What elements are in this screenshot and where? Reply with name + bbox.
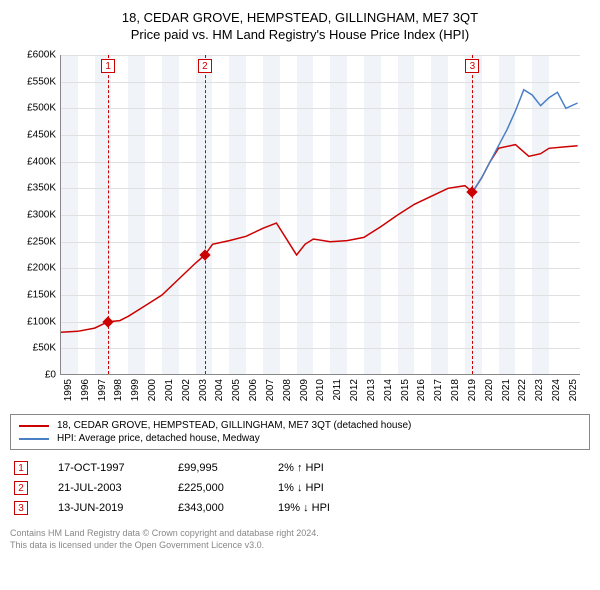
sale-price: £225,000 [178, 482, 248, 494]
y-tick-label: £600K [10, 50, 56, 61]
y-tick-label: £100K [10, 316, 56, 327]
x-tick-label: 2020 [484, 379, 495, 401]
chart-title-address: 18, CEDAR GROVE, HEMPSTEAD, GILLINGHAM, … [10, 10, 590, 25]
x-tick-label: 2003 [198, 379, 209, 401]
x-tick-label: 2004 [214, 379, 225, 401]
sale-row: 1 17-OCT-1997 £99,995 2% ↑ HPI [10, 458, 590, 478]
sale-price: £343,000 [178, 502, 248, 514]
x-tick-label: 2011 [332, 379, 343, 401]
y-tick-label: £400K [10, 156, 56, 167]
attribution-line2: This data is licensed under the Open Gov… [10, 540, 590, 552]
legend-swatch-blue [19, 438, 49, 440]
x-tick-label: 2022 [517, 379, 528, 401]
x-tick-label: 2019 [467, 379, 478, 401]
sale-date: 21-JUL-2003 [58, 482, 148, 494]
x-tick-label: 2007 [265, 379, 276, 401]
y-tick-label: £250K [10, 236, 56, 247]
sale-row: 2 21-JUL-2003 £225,000 1% ↓ HPI [10, 478, 590, 498]
series-blue-line [473, 90, 578, 192]
x-tick-label: 2010 [315, 379, 326, 401]
x-tick-label: 2023 [534, 379, 545, 401]
line-svg [61, 55, 581, 375]
x-tick-label: 2021 [501, 379, 512, 401]
legend: 18, CEDAR GROVE, HEMPSTEAD, GILLINGHAM, … [10, 414, 590, 450]
sale-num-box: 3 [14, 501, 28, 515]
sale-event-marker-box: 3 [465, 59, 479, 73]
y-tick-label: £200K [10, 263, 56, 274]
x-tick-label: 1999 [130, 379, 141, 401]
x-tick-label: 1996 [80, 379, 91, 401]
y-tick-label: £450K [10, 130, 56, 141]
plot-region: 1 2 3 [60, 55, 580, 375]
legend-item-red: 18, CEDAR GROVE, HEMPSTEAD, GILLINGHAM, … [19, 419, 581, 432]
y-tick-label: £500K [10, 103, 56, 114]
sale-num-box: 1 [14, 461, 28, 475]
legend-label-red: 18, CEDAR GROVE, HEMPSTEAD, GILLINGHAM, … [57, 420, 411, 431]
x-tick-label: 2024 [551, 379, 562, 401]
sale-event-marker-box: 2 [198, 59, 212, 73]
sale-hpi: 1% ↓ HPI [278, 482, 368, 494]
sale-num-box: 2 [14, 481, 28, 495]
sale-hpi: 19% ↓ HPI [278, 502, 368, 514]
sale-price: £99,995 [178, 462, 248, 474]
sale-date: 17-OCT-1997 [58, 462, 148, 474]
x-tick-label: 2006 [248, 379, 259, 401]
x-tick-label: 2012 [349, 379, 360, 401]
chart-area: 1 2 3 £0 £50K £100K £150K £200K £250K £300K £350K… [10, 50, 590, 410]
x-tick-label: 1998 [113, 379, 124, 401]
legend-item-blue: HPI: Average price, detached house, Medw… [19, 432, 581, 445]
x-tick-label: 2009 [299, 379, 310, 401]
legend-label-blue: HPI: Average price, detached house, Medw… [57, 433, 260, 444]
x-tick-label: 2001 [164, 379, 175, 401]
y-tick-label: £0 [10, 370, 56, 381]
sale-row: 3 13-JUN-2019 £343,000 19% ↓ HPI [10, 498, 590, 518]
chart-container: 18, CEDAR GROVE, HEMPSTEAD, GILLINGHAM, … [10, 10, 590, 551]
attribution-line1: Contains HM Land Registry data © Crown c… [10, 528, 590, 540]
sales-table: 1 17-OCT-1997 £99,995 2% ↑ HPI 2 21-JUL-2003 £… [10, 458, 590, 518]
x-tick-label: 2025 [568, 379, 579, 401]
y-tick-label: £150K [10, 290, 56, 301]
x-tick-label: 2008 [282, 379, 293, 401]
attribution: Contains HM Land Registry data © Crown c… [10, 528, 590, 551]
x-tick-label: 2002 [181, 379, 192, 401]
x-tick-label: 2013 [366, 379, 377, 401]
x-tick-label: 2015 [400, 379, 411, 401]
series-red-line [61, 145, 578, 333]
sale-date: 13-JUN-2019 [58, 502, 148, 514]
title-block: 18, CEDAR GROVE, HEMPSTEAD, GILLINGHAM, … [10, 10, 590, 42]
x-tick-label: 2018 [450, 379, 461, 401]
x-tick-label: 2000 [147, 379, 158, 401]
x-tick-label: 2016 [416, 379, 427, 401]
x-tick-label: 2005 [231, 379, 242, 401]
sale-event-marker-box: 1 [101, 59, 115, 73]
chart-title-subtitle: Price paid vs. HM Land Registry's House … [10, 27, 590, 42]
sale-hpi: 2% ↑ HPI [278, 462, 368, 474]
x-tick-label: 2014 [383, 379, 394, 401]
legend-swatch-red [19, 425, 49, 427]
y-tick-label: £350K [10, 183, 56, 194]
x-tick-label: 1997 [97, 379, 108, 401]
y-tick-label: £50K [10, 343, 56, 354]
x-tick-label: 1995 [63, 379, 74, 401]
x-tick-label: 2017 [433, 379, 444, 401]
y-tick-label: £550K [10, 76, 56, 87]
y-tick-label: £300K [10, 210, 56, 221]
